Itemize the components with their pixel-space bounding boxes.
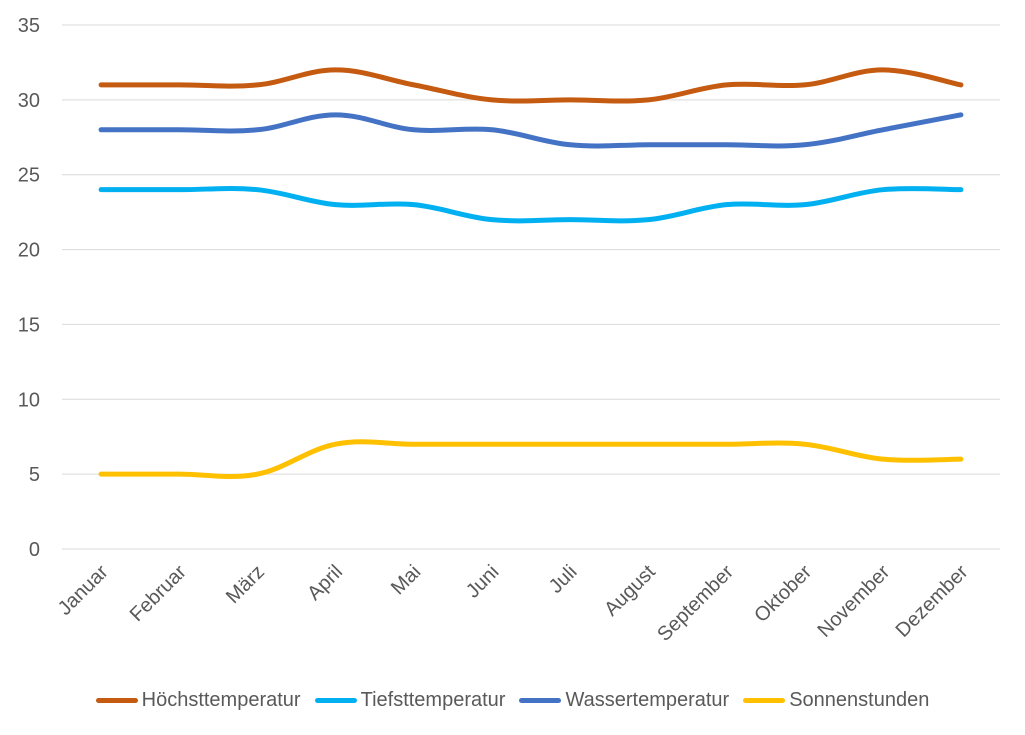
- line-chart: 0 5 10 15 20 25 30 35 Januar Februar März April Mai…: [18, 15, 1000, 646]
- x-tick-label: Februar: [126, 561, 191, 626]
- legend-item: Höchsttemperatur: [95, 688, 301, 712]
- series-line-4: [98, 439, 964, 480]
- y-tick-label: 10: [18, 389, 40, 411]
- x-tick-label: Juni: [462, 561, 504, 603]
- legend: Höchsttemperatur Tiefsttemperatur Wasserte…: [0, 684, 1025, 716]
- x-tick-label: August: [600, 561, 660, 621]
- legend-swatch: [519, 697, 562, 703]
- legend-item: Wassertemperatur: [519, 689, 729, 712]
- legend-swatch: [743, 697, 786, 703]
- legend-label: Höchsttemperatur: [141, 688, 301, 711]
- legend-label: Sonnenstunden: [789, 688, 930, 711]
- series-line-1: [98, 67, 964, 104]
- x-tick-label: März: [222, 561, 269, 608]
- y-tick-label: 0: [29, 539, 40, 561]
- x-axis: Januar Februar März April Mai Juni Juli AugustS…: [54, 561, 973, 646]
- x-tick-label: Juli: [545, 561, 582, 598]
- y-tick-label: 5: [29, 464, 40, 486]
- series-line-2: [98, 185, 964, 224]
- series-lines: [98, 67, 964, 480]
- y-tick-label: 25: [18, 165, 40, 187]
- legend-label: Wassertemperatur: [565, 688, 730, 711]
- y-tick-label: 20: [18, 240, 40, 262]
- x-tick-label: Mai: [387, 561, 425, 599]
- y-tick-label: 30: [18, 90, 40, 112]
- legend-item: Tiefsttemperatur: [314, 688, 506, 712]
- legend-label: Tiefsttemperatur: [360, 688, 506, 711]
- legend-item: Sonnenstunden: [743, 689, 929, 712]
- y-axis: 0 5 10 15 20 25 30 35: [18, 15, 40, 561]
- legend-swatch: [95, 697, 138, 703]
- series-line-3: [98, 112, 964, 149]
- x-tick-label: April: [303, 561, 347, 605]
- x-tick-label: Oktober: [750, 561, 816, 627]
- x-tick-label: Dezember: [892, 561, 973, 642]
- x-tick-label: September: [653, 561, 738, 646]
- legend-swatch: [314, 697, 357, 703]
- x-tick-label: Januar: [54, 561, 113, 620]
- y-tick-label: 15: [18, 314, 40, 336]
- x-tick-label: November: [813, 561, 894, 642]
- y-tick-label: 35: [18, 15, 40, 37]
- gridlines: [62, 24, 1000, 550]
